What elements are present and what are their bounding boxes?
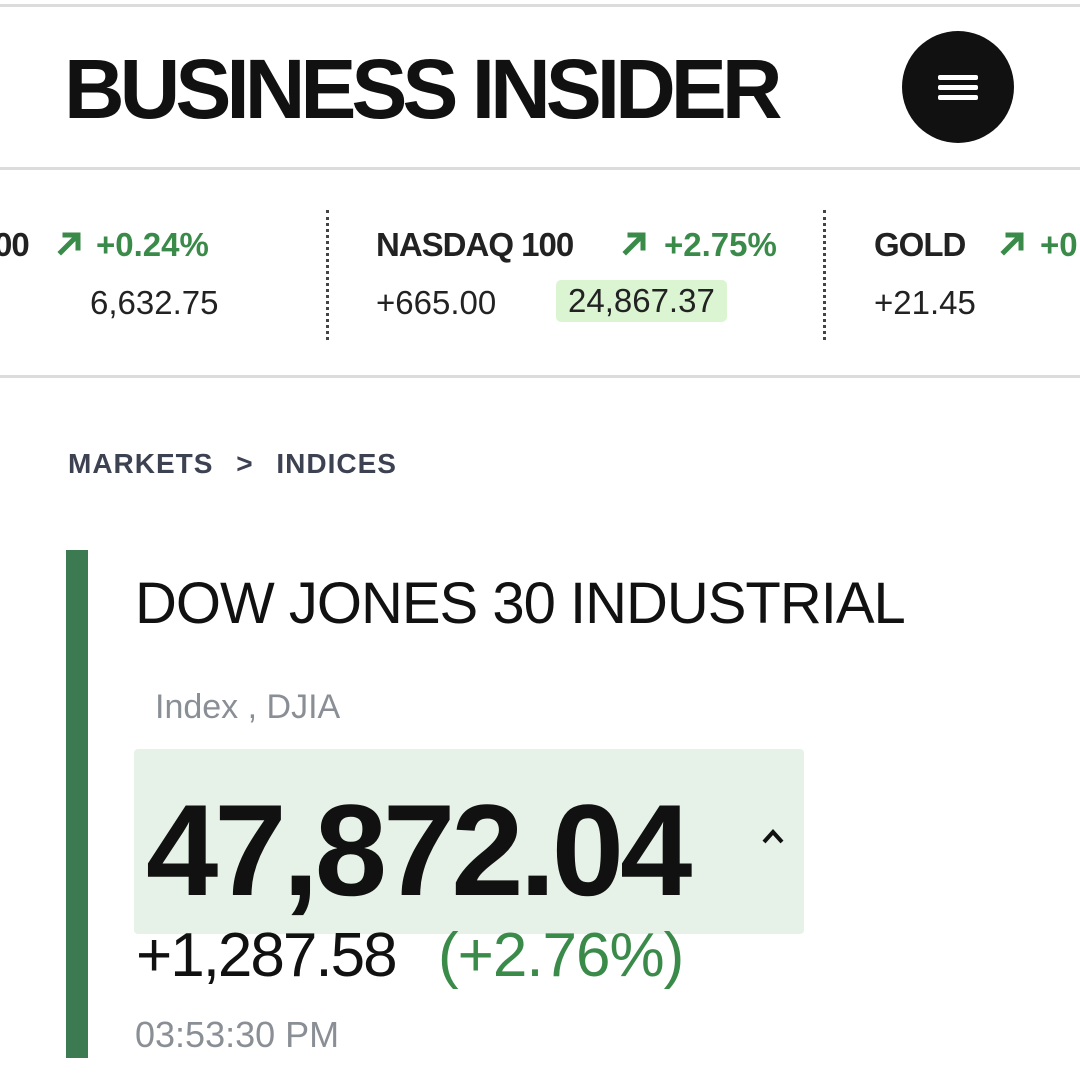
arrow-up-right-icon <box>57 232 81 256</box>
ticker-item-sp500[interactable]: 00 +0.24% 6,632.75 <box>0 170 320 375</box>
ticker-divider <box>326 210 329 340</box>
ticker-name: GOLD <box>874 226 966 263</box>
ticker-item-nasdaq-100[interactable]: NASDAQ 100 +2.75% +665.00 24,867.37 <box>330 170 820 375</box>
ticker-name: 00 <box>0 226 30 263</box>
price-change: +1,287.58 <box>136 921 398 990</box>
ticker-item-gold[interactable]: GOLD +0 +21.45 <box>828 170 1080 375</box>
accent-bar <box>66 550 88 1058</box>
breadcrumb-indices[interactable]: INDICES <box>276 448 397 479</box>
breadcrumb: MARKETS > INDICES <box>68 448 397 480</box>
ticker-name: NASDAQ 100 <box>376 226 574 263</box>
header-divider <box>0 167 1080 170</box>
ticker-change: +665.00 <box>376 284 497 321</box>
ticker-change-pct: +2.75% <box>664 226 777 263</box>
page-title: DOW JONES 30 INDUSTRIAL <box>135 571 906 636</box>
current-price: 47,872.04 <box>146 777 692 923</box>
price-highlight <box>134 749 804 934</box>
chevron-right-icon: > <box>236 448 254 479</box>
breadcrumb-markets[interactable]: MARKETS <box>68 448 214 479</box>
business-insider-logo[interactable]: BUSINESS INSIDER <box>64 42 782 136</box>
price-change-pct: (+2.76%) <box>438 921 684 990</box>
ticker-divider <box>823 210 826 340</box>
caret-up-icon <box>762 829 784 844</box>
market-ticker: 00 +0.24% 6,632.75 NASDAQ 100 +2.75% +66… <box>0 170 1080 375</box>
site-header: BUSINESS INSIDER <box>0 7 1080 167</box>
ticker-change: +21.45 <box>874 284 976 321</box>
ticker-value: 6,632.75 <box>90 284 219 321</box>
ticker-change-pct: +0.24% <box>96 226 209 263</box>
top-border <box>0 4 1080 7</box>
ticker-value-highlight: 24,867.37 <box>556 280 727 322</box>
arrow-up-right-icon <box>1000 232 1024 256</box>
menu-button[interactable] <box>902 31 1014 143</box>
ticker-change-pct: +0 <box>1040 226 1078 263</box>
quote-timestamp: 03:53:30 PM <box>135 1014 340 1055</box>
arrow-up-right-icon <box>622 232 646 256</box>
instrument-subtitle: Index , DJIA <box>155 688 341 726</box>
ticker-divider-bottom <box>0 375 1080 378</box>
